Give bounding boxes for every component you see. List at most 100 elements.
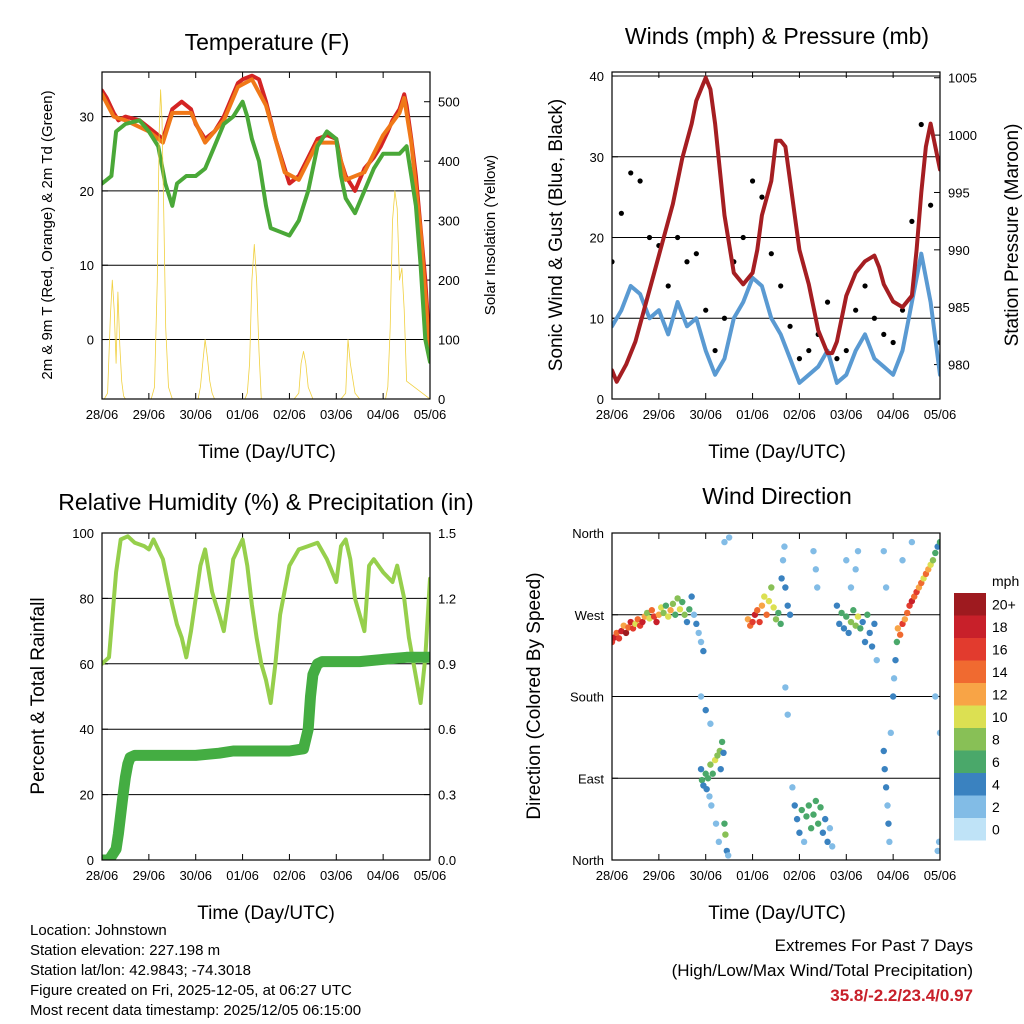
winddir-point	[936, 729, 940, 737]
colorbar-swatch	[954, 593, 986, 616]
winddir-point	[812, 797, 820, 805]
humidity-ytick-right-label: 0.9	[438, 657, 456, 672]
colorbar-label: 16	[992, 641, 1008, 657]
winddir-point	[770, 604, 777, 611]
winddir-point	[885, 820, 892, 827]
humidity-xtick-label: 28/06	[86, 868, 119, 883]
winddir-point	[886, 838, 893, 846]
humidity-ytick-right-label: 0.0	[438, 853, 456, 868]
humidity-panel: Relative Humidity (%) & Precipitation (i…	[28, 489, 474, 924]
temperature-xtick-label: 03/06	[320, 407, 353, 422]
winddir-point	[789, 784, 796, 791]
humidity-xlabel: Time (Day/UTC)	[197, 903, 335, 924]
humidity-ytick-label: 0	[87, 853, 94, 868]
colorbar-label: 20+	[992, 596, 1016, 612]
humidity-xtick-label: 05/06	[414, 868, 447, 883]
winddir-point	[722, 831, 729, 838]
humidity-ytick-right-label: 0.6	[438, 722, 456, 737]
winddir-point	[707, 761, 714, 768]
winddir-point	[824, 838, 831, 846]
winddir-point	[681, 611, 688, 618]
winds-series-sonic-wind	[612, 251, 940, 385]
winds-ytick-label: 20	[590, 231, 604, 246]
winddir-point	[660, 609, 667, 617]
winds-point	[684, 259, 690, 265]
temperature-ytick-label: 10	[80, 258, 94, 273]
winds-point	[637, 178, 643, 184]
temperature-ytick-right-label: 400	[438, 154, 460, 169]
winds-point	[721, 315, 728, 321]
winds-point	[675, 234, 681, 241]
humidity-xtick-label: 02/06	[273, 868, 306, 883]
winds-point	[834, 356, 840, 362]
winddir-point	[807, 825, 815, 832]
colorbar-swatch	[954, 705, 986, 728]
winddir-xtick-label: 02/06	[783, 868, 816, 883]
winddir-point	[822, 815, 829, 823]
winddir-ytick-label: North	[572, 853, 604, 868]
winds-point	[899, 307, 906, 313]
winddir-point	[725, 852, 732, 859]
humidity-plot-area	[102, 534, 430, 860]
winds-xtick-label: 02/06	[783, 407, 816, 422]
humidity-series-relative-humidity	[102, 534, 430, 705]
winddir-title: Wind Direction	[702, 483, 852, 509]
winddir-point	[643, 609, 651, 617]
winds-point	[740, 234, 746, 241]
winddir-point	[758, 602, 766, 609]
winddir-point	[761, 593, 768, 600]
location-text: Location: Johnstown	[30, 922, 167, 939]
winddir-point	[935, 838, 940, 846]
winds-point	[862, 283, 868, 289]
colorbar-swatch	[954, 683, 986, 706]
winddir-xtick-label: 29/06	[643, 868, 676, 883]
winddir-point	[674, 595, 681, 602]
winddir-point	[703, 785, 710, 793]
winddir-point	[777, 620, 784, 628]
colorbar-swatch	[954, 795, 986, 818]
winddir-ylabel: Direction (Colored By Speed)	[524, 572, 545, 819]
temperature-ytick-right-label: 0	[438, 392, 445, 407]
winds-ytick-right-label: 995	[948, 185, 970, 200]
winddir-point	[880, 547, 887, 555]
colorbar-swatch	[954, 728, 986, 751]
winddir-point	[847, 584, 855, 591]
created-text: Figure created on Fri, 2025-12-05, at 06…	[30, 982, 352, 999]
winddir-point	[889, 693, 897, 700]
winds-xtick-label: 05/06	[924, 407, 957, 422]
winddir-point	[880, 747, 887, 755]
winddir-xtick-label: 01/06	[736, 868, 769, 883]
winds-xtick-label: 28/06	[596, 407, 629, 422]
winddir-point	[881, 765, 888, 773]
winddir-point	[904, 609, 911, 617]
colorbar-label: 12	[992, 686, 1008, 702]
winds-ytick-label: 10	[590, 311, 604, 326]
winddir-point	[665, 613, 672, 620]
winddir-point	[725, 534, 733, 541]
temperature-ytick-label: 0	[87, 333, 94, 348]
elevation-text: Station elevation: 227.198 m	[30, 942, 221, 959]
winds-ytick-label: 40	[590, 69, 604, 84]
winddir-point	[864, 611, 871, 618]
winddir-point	[908, 538, 916, 546]
winddir-ytick-label: South	[570, 690, 604, 705]
winds-point	[853, 307, 859, 313]
winddir-point	[793, 815, 801, 823]
winddir-point	[782, 584, 789, 591]
winds-point	[843, 347, 849, 354]
colorbar-swatch	[954, 660, 986, 683]
winddir-point	[850, 607, 857, 614]
temperature-frame	[101, 71, 431, 400]
winddir-point	[814, 584, 821, 591]
humidity-ytick-right-label: 0.3	[438, 788, 456, 803]
winddir-point	[796, 829, 803, 836]
winddir-point	[852, 622, 859, 629]
winddir-point	[697, 765, 705, 773]
humidity-xtick-label: 03/06	[320, 868, 353, 883]
winddir-point	[718, 738, 726, 746]
winddir-ytick-label: East	[578, 771, 604, 786]
recent-text: Most recent data timestamp: 2025/12/05 0…	[30, 1002, 362, 1019]
latlon-text: Station lat/lon: 42.9843; -74.3018	[30, 962, 252, 979]
winddir-point	[899, 557, 906, 564]
